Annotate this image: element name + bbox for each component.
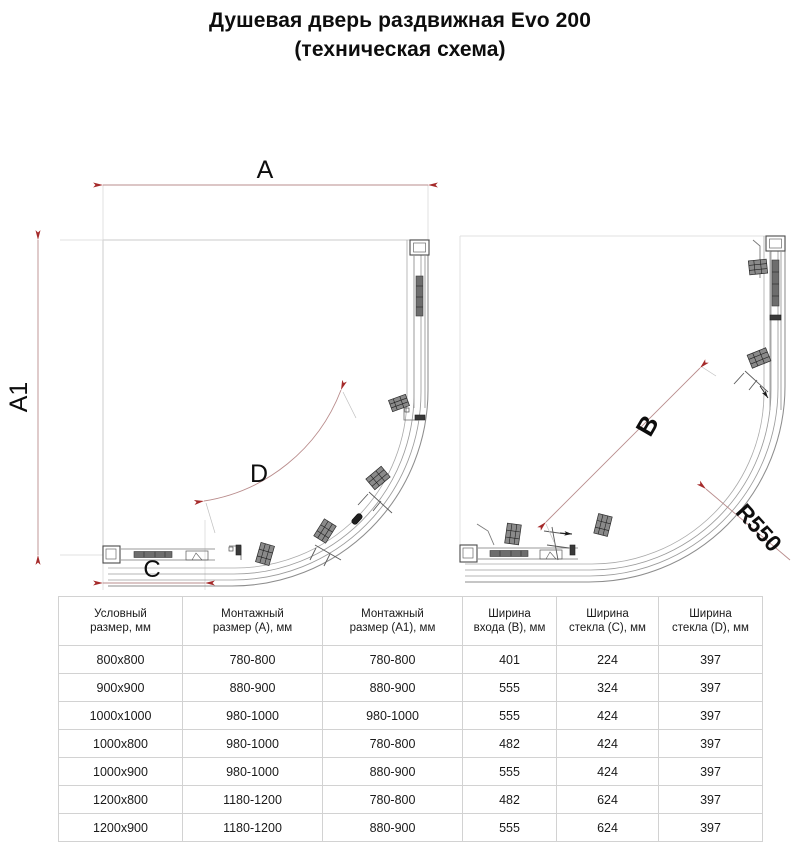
cell-width-b: 555 [462,673,557,702]
left-view-closed: A A1 C D [5,156,438,590]
cell-mount-a1: 880-900 [322,757,463,786]
table-row: 1000x900 980-1000 880-900 555 424 397 [58,757,763,786]
page-title: Душевая дверь раздвижная Evo 200 (технич… [0,6,800,64]
cell-mount-a1: 880-900 [322,673,463,702]
cell-width-c: 324 [556,673,659,702]
cell-size: 800x800 [58,645,183,674]
header-line-2: стекла (C), мм [569,622,646,634]
table-header-row: Условный размер, мм Монтажный размер (A)… [58,596,763,646]
cell-width-d: 397 [658,673,763,702]
cell-size: 1000x1000 [58,701,183,730]
spec-table-container: Условный размер, мм Монтажный размер (A)… [58,596,763,842]
cell-width-c: 424 [556,757,659,786]
cell-width-d: 397 [658,701,763,730]
dimension-label-C: C [143,556,160,583]
cell-width-b: 401 [462,645,557,674]
horizontal-profile-left-view [102,544,242,564]
vertical-profile-left-view [403,239,430,421]
cell-width-b: 555 [462,813,557,842]
cell-width-b: 482 [462,729,557,758]
cell-size: 1200x900 [58,813,183,842]
cell-mount-a: 980-1000 [182,729,323,758]
header-line-2: размер, мм [90,622,151,634]
header-line-1: Ширина [488,608,531,620]
header-line-1: Условный [94,608,147,620]
cell-width-d: 397 [658,813,763,842]
spec-table: Условный размер, мм Монтажный размер (A)… [58,596,763,842]
col-header-shirina-b: Ширина входа (B), мм [462,596,557,646]
col-header-shirina-c: Ширина стекла (C), мм [556,596,659,646]
cell-mount-a: 1180-1200 [182,813,323,842]
technical-drawing-page: Душевая дверь раздвижная Evo 200 (технич… [0,6,800,842]
dimension-label-D: D [250,460,268,488]
cell-width-c: 624 [556,813,659,842]
dimension-C: C [93,556,215,586]
drawing-area: A A1 C D [0,90,800,595]
cell-size: 1000x800 [58,729,183,758]
cell-mount-a1: 980-1000 [322,701,463,730]
cell-mount-a: 980-1000 [182,757,323,786]
header-line-1: Монтажный [221,608,284,620]
header-line-2: размер (A), мм [212,622,293,634]
door-assembly-closed [107,239,429,587]
cell-size: 900x900 [58,673,183,702]
header-line-1: Монтажный [361,608,424,620]
dimension-label-A: A [257,156,274,184]
col-header-uslovny: Условный размер, мм [58,596,183,646]
dimension-A: A [93,156,438,188]
dimension-label-B: B [630,410,665,441]
dimension-B: B [537,359,717,543]
col-header-montazh-a: Монтажный размер (A), мм [182,596,323,646]
dimension-D: D [193,379,357,534]
cell-size: 1000x900 [58,757,183,786]
cell-mount-a: 980-1000 [182,701,323,730]
table-row: 1000x800 980-1000 780-800 482 424 397 [58,729,763,758]
dimension-label-R550: R550 [731,499,787,557]
table-row: 800x800 780-800 780-800 401 224 397 [58,645,763,674]
cell-mount-a1: 780-800 [322,645,463,674]
cell-width-b: 555 [462,701,557,730]
cell-mount-a: 880-900 [182,673,323,702]
dimension-label-A1: A1 [5,382,33,413]
table-row: 1000x1000 980-1000 980-1000 555 424 397 [58,701,763,730]
cell-width-c: 424 [556,701,659,730]
cell-mount-a1: 880-900 [322,813,463,842]
col-header-montazh-a1: Монтажный размер (A1), мм [322,596,463,646]
table-row: 900x900 880-900 880-900 555 324 397 [58,673,763,702]
vertical-profile-right-view [752,235,786,410]
header-line-2: входа (B), мм [473,622,546,634]
right-view-open: B R550 [459,235,791,583]
header-line-2: размер (A1), мм [349,622,436,634]
header-line-1: Ширина [689,608,732,620]
cell-mount-a: 780-800 [182,645,323,674]
roller-hardware-left-view [255,393,410,567]
col-header-shirina-d: Ширина стекла (D), мм [658,596,763,646]
cell-mount-a1: 780-800 [322,729,463,758]
dimension-A1: A1 [5,230,41,565]
table-row: 1200x900 1180-1200 880-900 555 624 397 [58,813,763,842]
title-line-2: (техническая схема) [294,38,506,61]
dimension-R550: R550 [696,480,791,561]
cell-width-d: 397 [658,729,763,758]
cell-width-c: 424 [556,729,659,758]
enclosure-walls [102,239,428,555]
title-line-1: Душевая дверь раздвижная Evo 200 [209,9,591,32]
horizontal-profile-right-view [459,523,578,563]
cell-width-d: 397 [658,645,763,674]
header-line-2: стекла (D), мм [672,622,749,634]
cell-width-d: 397 [658,757,763,786]
header-line-1: Ширина [586,608,629,620]
construction-lines-right [459,235,785,560]
construction-lines [60,185,430,590]
cell-width-c: 224 [556,645,659,674]
cell-width-b: 555 [462,757,557,786]
roller-hardware-right-view [504,258,772,561]
